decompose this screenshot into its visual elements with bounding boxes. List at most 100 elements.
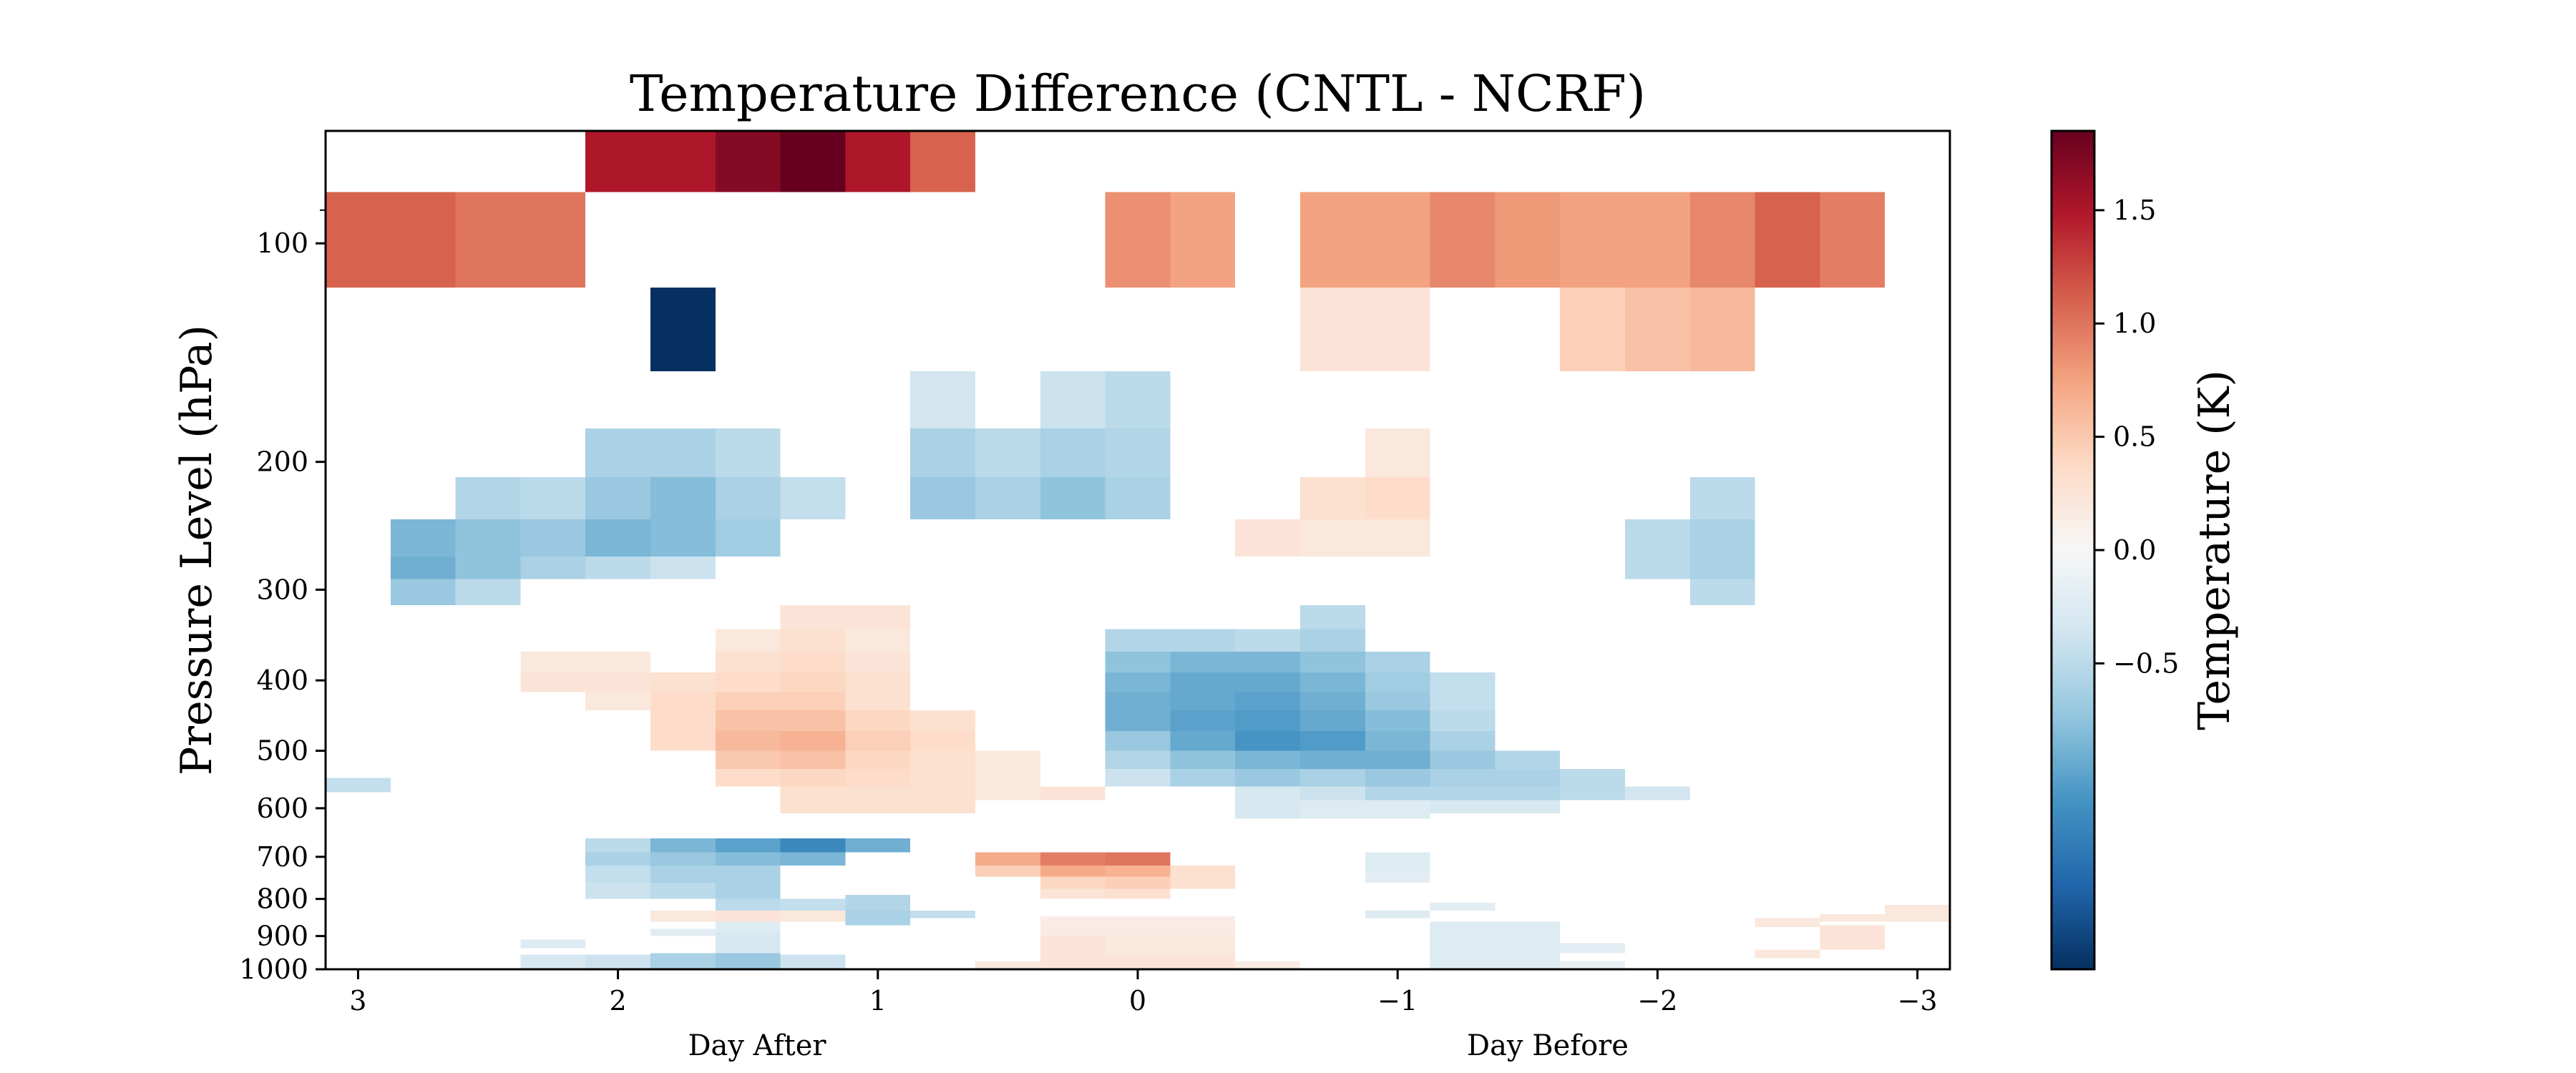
- colorbar-title: Temperature (K): [2190, 370, 2240, 730]
- heatmap-cell: [1365, 910, 1430, 918]
- heatmap-cell: [1105, 477, 1171, 520]
- heatmap-cell: [715, 932, 781, 954]
- heatmap-cell: [585, 838, 650, 853]
- heatmap-cell: [1430, 769, 1496, 787]
- x-tick-label: −2: [1637, 985, 1677, 1016]
- heatmap-cell: [1430, 710, 1496, 732]
- heatmap-cell: [715, 692, 781, 711]
- heatmap-cell: [1365, 692, 1430, 711]
- heatmap-cell: [975, 786, 1040, 800]
- heatmap-cell: [1430, 731, 1496, 751]
- heatmap-cell: [910, 731, 975, 751]
- heatmap-cell: [715, 651, 781, 673]
- y-tick-label: 900: [256, 921, 308, 952]
- heatmap-cell: [1105, 672, 1171, 692]
- heatmap-cell: [1105, 769, 1171, 787]
- heatmap-cell: [1040, 876, 1106, 889]
- heatmap-cell: [1105, 192, 1171, 288]
- heatmap-cell: [390, 556, 456, 579]
- heatmap-cell: [1170, 769, 1236, 787]
- heatmap-cell: [1235, 710, 1300, 732]
- heatmap-cell: [1365, 852, 1430, 871]
- heatmap-cell: [1170, 731, 1236, 751]
- plot-area: [324, 129, 1951, 971]
- heatmap-cell: [1430, 921, 1561, 969]
- heatmap-cell: [1755, 949, 1820, 959]
- heatmap-cell: [1170, 651, 1236, 673]
- heatmap-cell: [1235, 629, 1300, 652]
- heatmap-cell: [1755, 192, 1820, 288]
- heatmap-cell: [1105, 428, 1171, 478]
- heatmap-cell: [1235, 731, 1300, 751]
- heatmap-cell: [1040, 371, 1106, 429]
- heatmap-cell: [1560, 769, 1625, 787]
- heatmap-cell: [910, 477, 975, 520]
- heatmap-cell: [1300, 604, 1365, 629]
- heatmap-cell: [1170, 750, 1236, 770]
- heatmap-cell: [715, 769, 781, 787]
- heatmap-cell: [1040, 956, 1236, 969]
- heatmap-cell: [1300, 800, 1430, 819]
- heatmap-cell: [455, 579, 521, 605]
- heatmap-cell: [1105, 866, 1171, 877]
- heatmap-cell: [1040, 888, 1106, 899]
- heatmap-cell: [910, 750, 975, 770]
- heatmap-cell: [1495, 750, 1561, 770]
- heatmap-cell: [1105, 731, 1171, 751]
- heatmap-cell: [1105, 888, 1171, 899]
- heatmap-cell: [845, 895, 911, 911]
- heatmap-cell: [650, 852, 716, 866]
- heatmap-cell: [715, 750, 781, 770]
- heatmap-cell: [585, 852, 650, 866]
- heatmap-cell: [975, 769, 1040, 787]
- heatmap-cell: [780, 131, 846, 192]
- heatmap-cell: [1300, 786, 1365, 800]
- heatmap-cell: [845, 731, 911, 751]
- heatmap-cell: [455, 477, 521, 520]
- heatmap-cell: [1170, 878, 1236, 889]
- colorbar-tick-label: −0.5: [2113, 647, 2179, 679]
- heatmap-cell: [1365, 870, 1430, 883]
- x-tick-label: 0: [1129, 985, 1146, 1016]
- heatmap-cell: [1560, 192, 1690, 288]
- heatmap-cell: [1300, 692, 1365, 711]
- heatmap-cell: [520, 519, 586, 557]
- heatmap-cell: [520, 939, 586, 949]
- heatmap-cell: [1235, 519, 1300, 557]
- heatmap-cell: [1300, 519, 1430, 557]
- heatmap-cell: [1820, 192, 1885, 288]
- heatmap-cell: [650, 866, 781, 883]
- heatmap-cell: [715, 477, 781, 520]
- heatmap-cell: [1105, 750, 1171, 770]
- heatmap-cell: [520, 556, 586, 579]
- heatmap-cell: [650, 556, 716, 579]
- heatmap-cell: [780, 629, 846, 652]
- heatmap-cell: [1170, 192, 1236, 288]
- heatmap-cell: [650, 672, 716, 692]
- heatmap-cell: [1040, 428, 1106, 478]
- x-tick-label: 3: [349, 985, 366, 1016]
- heatmap-cell: [845, 672, 911, 692]
- heatmap-cell: [1235, 672, 1300, 692]
- heatmap-cell: [910, 910, 975, 918]
- heatmap-cell: [326, 192, 456, 288]
- heatmap-cell: [520, 672, 586, 692]
- y-tick-label: 100: [256, 227, 308, 259]
- colorbar: 1.5 1.0 0.5 0.0 −0.5 Temperature (K): [2050, 129, 2240, 971]
- heatmap-cell: [585, 428, 716, 478]
- heatmap-cell: [845, 769, 911, 787]
- heatmap-cell: [780, 786, 975, 800]
- heatmap-cell: [975, 477, 1040, 520]
- heatmap-cell: [1365, 651, 1430, 673]
- heatmap-cell: [845, 131, 911, 192]
- heatmap-cell: [585, 866, 650, 883]
- heatmap-cell: [1820, 925, 1885, 950]
- heatmap-cell: [1625, 519, 1690, 557]
- heatmap-cell: [715, 131, 781, 192]
- heatmap-cell: [975, 750, 1040, 770]
- heatmap-cell: [455, 556, 521, 579]
- heatmap-cell: [650, 838, 716, 853]
- heatmap-cell: [585, 672, 650, 692]
- heatmap-cell: [1235, 651, 1300, 673]
- heatmap-cell: [780, 731, 846, 751]
